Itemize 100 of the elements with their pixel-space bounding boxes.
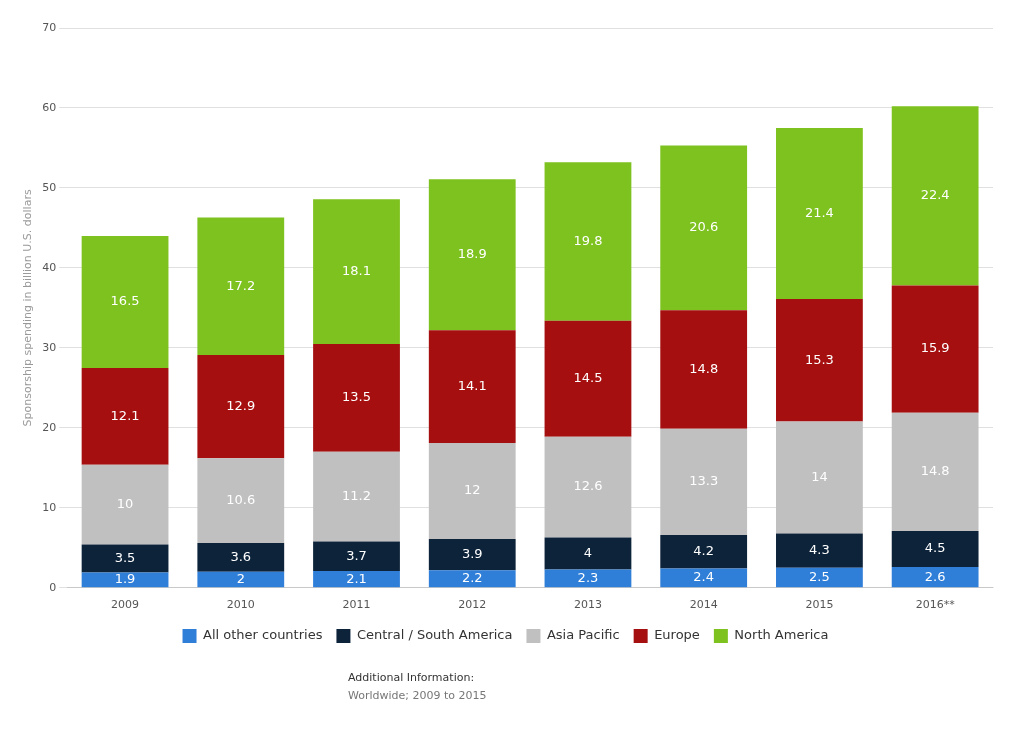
- data-label: 3.9: [461, 545, 483, 561]
- data-label: 18.9: [457, 246, 487, 262]
- text: Additional Information:: [348, 671, 475, 685]
- data-label: 4.5: [924, 540, 946, 556]
- data-label: 12.6: [573, 478, 603, 494]
- data-label: 10: [116, 496, 134, 511]
- x-tick-label: 2014: [689, 598, 718, 612]
- bar: [776, 299, 863, 422]
- bar: [776, 421, 863, 534]
- y-tick-label: 70: [42, 20, 57, 34]
- data-label: 14.8: [920, 463, 950, 479]
- bar: [81, 464, 169, 545]
- data-label: 15.9: [920, 340, 950, 356]
- data-label: 19.8: [573, 232, 603, 248]
- bar: [776, 567, 863, 588]
- bar: [313, 451, 400, 542]
- bar: [81, 544, 169, 573]
- bar: [544, 162, 632, 321]
- x-tick-label: 2016**: [915, 598, 956, 612]
- bar: [660, 145, 748, 311]
- y-tick-label: 30: [42, 340, 57, 354]
- data-label: 2: [236, 570, 245, 586]
- x-tick-label: 2011: [342, 598, 371, 612]
- bar: [197, 217, 285, 356]
- data-label: 14: [811, 468, 828, 484]
- bar: [428, 330, 516, 444]
- bar: [428, 539, 516, 571]
- y-tick-label: 40: [42, 260, 57, 274]
- legend-label: Europe: [654, 627, 700, 643]
- data-label: 2.5: [809, 568, 830, 584]
- data-label: 2.6: [924, 568, 946, 584]
- bar: [544, 436, 632, 538]
- x-tick-label: 2013: [573, 598, 602, 612]
- bar: [197, 355, 285, 459]
- bar: [428, 570, 516, 588]
- y-tick-label: 0: [49, 580, 57, 594]
- bar: [313, 199, 400, 344]
- bar: [776, 127, 863, 300]
- data-label: 12.9: [226, 398, 256, 414]
- data-label: 17.2: [226, 277, 256, 293]
- data-label: 4.3: [809, 541, 830, 557]
- bar: [428, 179, 516, 331]
- y-axis-title: Sponsorship spending in billion U.S. dollars: [21, 189, 35, 427]
- bar: [891, 106, 979, 286]
- data-label: 14.8: [689, 360, 719, 376]
- data-label: 2.4: [693, 569, 715, 585]
- data-label: 3.7: [346, 547, 367, 563]
- data-label: 21.4: [804, 204, 834, 220]
- bar: [776, 533, 863, 568]
- data-label: 11.2: [342, 488, 371, 504]
- data-label: 2.1: [346, 570, 367, 586]
- data-label: 1.9: [114, 571, 136, 587]
- bar: [197, 571, 285, 588]
- data-label: 10.6: [226, 492, 256, 508]
- data-label: 3.6: [230, 548, 252, 564]
- x-tick-label: 2009: [111, 598, 140, 612]
- bar: [891, 567, 979, 588]
- data-label: 12: [463, 482, 481, 498]
- x-tick-label: 2010: [226, 598, 255, 612]
- bar: [544, 320, 632, 437]
- data-label: 4: [583, 544, 593, 560]
- bar: [891, 531, 979, 568]
- y-tick-label: 10: [42, 500, 57, 514]
- bar: [313, 541, 400, 572]
- data-label: 12.1: [110, 407, 140, 423]
- bar: [81, 235, 169, 368]
- data-label: 14.1: [457, 378, 487, 394]
- data-label: 2.2: [461, 570, 483, 586]
- data-label: 22.4: [920, 187, 950, 203]
- data-label: 13.3: [689, 473, 719, 489]
- bar: [544, 537, 632, 570]
- data-label: 16.5: [110, 293, 140, 309]
- bar: [428, 443, 516, 540]
- bar: [544, 569, 632, 588]
- legend-label: Central / South America: [356, 627, 513, 643]
- data-label: 3.5: [114, 549, 136, 565]
- text: Worldwide; 2009 to 2015: [348, 689, 487, 703]
- bar: [660, 428, 748, 536]
- bar: [197, 458, 285, 544]
- x-tick-label: 2015: [805, 598, 834, 612]
- bar: [313, 343, 400, 452]
- data-label: 20.6: [689, 219, 719, 235]
- data-label: 15.3: [804, 351, 834, 367]
- data-label: 4.2: [693, 543, 715, 559]
- legend-label: Asia Pacific: [546, 627, 620, 643]
- legend-label: All other countries: [203, 627, 323, 643]
- x-tick-label: 2012: [458, 598, 487, 612]
- bar: [81, 367, 169, 465]
- data-label: 13.5: [342, 389, 371, 405]
- data-label: 14.5: [573, 370, 603, 386]
- bar: [660, 568, 748, 588]
- data-label: 18.1: [342, 262, 371, 278]
- y-tick-label: 60: [42, 100, 57, 114]
- bar: [197, 543, 285, 572]
- bar: [660, 310, 748, 429]
- bar: [313, 571, 400, 588]
- y-tick-label: 50: [42, 180, 57, 194]
- bar: [891, 285, 979, 413]
- bar: [891, 412, 979, 532]
- bar: [660, 535, 748, 569]
